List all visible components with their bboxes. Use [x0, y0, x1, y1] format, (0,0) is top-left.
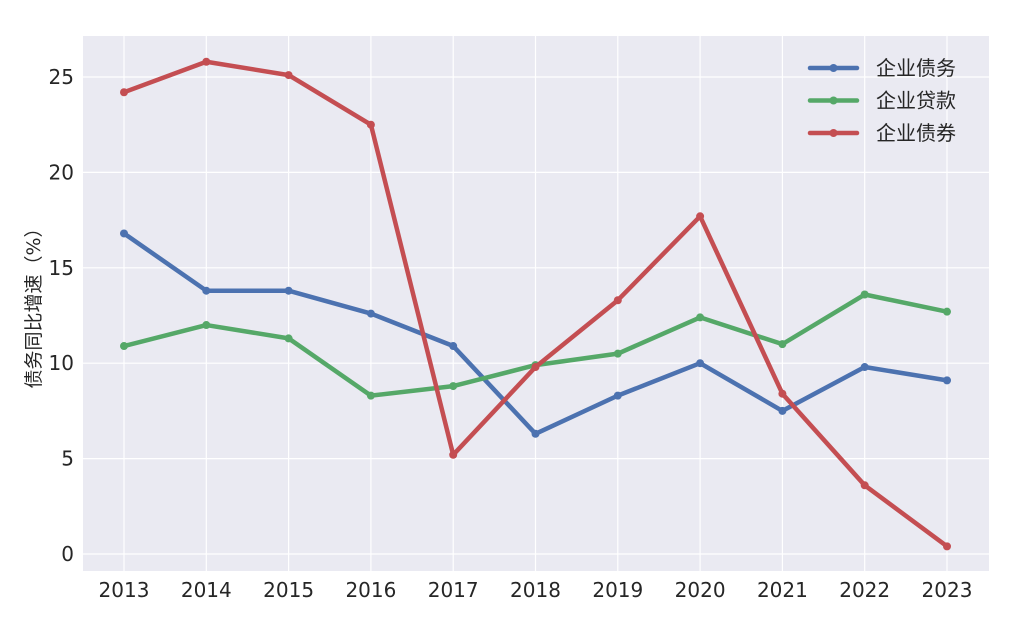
- y-tick-label: 25: [49, 65, 74, 89]
- data-point: [943, 307, 951, 316]
- x-tick-label: 2014: [181, 578, 232, 602]
- data-point: [202, 286, 211, 295]
- legend-label: 企业贷款: [876, 89, 956, 113]
- x-tick-label: 2015: [263, 578, 314, 602]
- data-point: [696, 313, 705, 322]
- y-tick-label: 20: [49, 160, 74, 184]
- data-point: [613, 349, 622, 358]
- x-tick-label: 2013: [99, 578, 150, 602]
- series-lines: [120, 57, 951, 551]
- x-tick-label: 2016: [345, 578, 396, 602]
- data-point: [202, 321, 211, 330]
- data-point: [284, 334, 293, 343]
- x-tick-label: 2021: [757, 578, 808, 602]
- legend-item: 企业债券: [807, 121, 956, 145]
- legend-marker: [829, 96, 838, 105]
- data-point: [613, 391, 622, 400]
- data-point: [366, 309, 375, 318]
- data-point: [449, 450, 458, 459]
- legend-item: 企业债务: [807, 56, 956, 80]
- y-tick-label: 10: [49, 351, 74, 375]
- y-tick-label: 15: [49, 256, 74, 280]
- data-point: [449, 342, 458, 351]
- data-point: [860, 290, 869, 299]
- data-point: [696, 359, 705, 368]
- data-point: [284, 286, 293, 295]
- data-point: [778, 406, 787, 415]
- legend-item: 企业贷款: [807, 89, 956, 113]
- data-point: [120, 229, 128, 238]
- data-point: [860, 363, 869, 372]
- y-axis-title: 债务同比增速（%）: [23, 218, 45, 388]
- data-point: [613, 296, 622, 305]
- data-point: [449, 382, 458, 391]
- legend-marker: [829, 64, 838, 72]
- y-axis-ticks: 0 5 10 15 20 25: [49, 65, 74, 566]
- legend-label: 企业债券: [876, 121, 956, 145]
- x-axis-ticks: 2013 2014 2015 2016 2017 2018 2019 2020 2021 2022…: [99, 578, 973, 602]
- y-tick-label: 5: [61, 447, 74, 471]
- data-point: [366, 391, 375, 400]
- data-point: [202, 57, 211, 66]
- data-point: [120, 88, 128, 97]
- x-tick-label: 2020: [675, 578, 726, 602]
- x-tick-label: 2017: [428, 578, 479, 602]
- legend-marker: [829, 129, 838, 137]
- data-point: [531, 363, 540, 372]
- y-tick-label: 0: [61, 542, 74, 566]
- x-tick-label: 2019: [592, 578, 643, 602]
- data-point: [531, 429, 540, 438]
- x-tick-label: 2022: [839, 578, 890, 602]
- data-point: [778, 389, 787, 398]
- data-point: [284, 71, 293, 80]
- data-point: [120, 342, 128, 351]
- series-1: [120, 229, 951, 438]
- data-point: [860, 481, 869, 490]
- x-tick-label: 2023: [922, 578, 973, 602]
- x-tick-label: 2018: [510, 578, 561, 602]
- data-point: [366, 120, 375, 129]
- series-3: [120, 57, 951, 551]
- data-point: [778, 340, 787, 349]
- legend-label: 企业债务: [876, 56, 956, 80]
- data-point: [943, 542, 951, 551]
- data-point: [943, 376, 951, 385]
- data-point: [696, 212, 705, 221]
